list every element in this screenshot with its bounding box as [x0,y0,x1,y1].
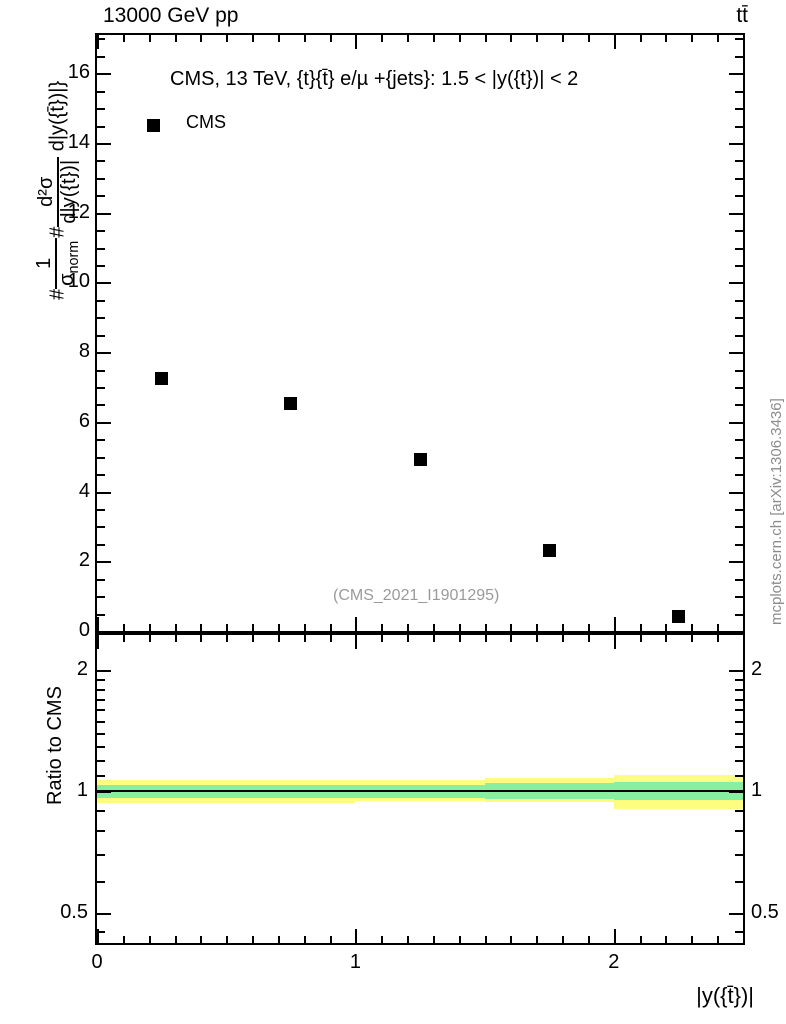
main-ytick-label: 6 [78,409,90,432]
attribution-text: mcplots.cern.ch [arXiv:1306.3436] [768,398,785,625]
ratio-ytick-label-left: 0.5 [60,900,88,923]
legend-marker-cms [147,119,160,132]
header-process-label: tt̄ [736,4,748,27]
ratio-plot-frame [95,633,745,945]
main-plot-frame [95,33,745,633]
main-plot-area [97,35,743,631]
legend-label-cms: CMS [186,112,226,132]
header-beam-label: 13000 GeV pp [103,4,239,27]
data-point-marker [413,453,427,467]
main-ytick-label: 4 [78,479,90,502]
ratio-ytick-label-right: 1 [751,779,763,802]
ratio-ytick-label-left: 1 [76,779,88,802]
xtick-label: 2 [608,951,620,973]
main-ytick-label: 12 [67,200,90,223]
ratio-reference-line [97,790,743,793]
analysis-id-watermark: (CMS_2021_I1901295) [333,587,500,604]
main-ytick-label: 10 [67,270,90,293]
main-yaxis-tick-labels: 0 2 4 6 8 10 12 14 16 [45,0,90,1024]
data-point-marker [284,397,298,411]
xaxis-title: |y({t̄})| [696,983,754,1008]
ratio-ytick-label-left: 2 [76,658,88,681]
xtick-label: 0 [91,951,103,973]
ratio-yaxis-tick-labels-left: 0.5 1 2 [38,0,88,1024]
main-ytick-label: 14 [67,131,90,154]
xtick-label: 1 [349,951,361,973]
plot-title: CMS, 13 TeV, {t}{t̄} e/µ +{jets}: 1.5 < … [170,68,579,90]
ratio-ytick-label-right: 0.5 [751,900,779,923]
data-point-marker [155,371,169,385]
main-ytick-label: 8 [78,340,90,363]
main-ytick-label: 2 [78,549,90,572]
main-ytick-label: 16 [67,61,90,84]
main-ytick-label: 0 [78,619,90,641]
data-point-marker [542,543,556,557]
ratio-ytick-label-right: 2 [751,658,763,681]
data-point-marker [671,609,685,623]
ratio-plot-area [97,635,743,943]
ratio-yaxis-tick-labels-right: 0.5 1 2 [751,0,786,1024]
